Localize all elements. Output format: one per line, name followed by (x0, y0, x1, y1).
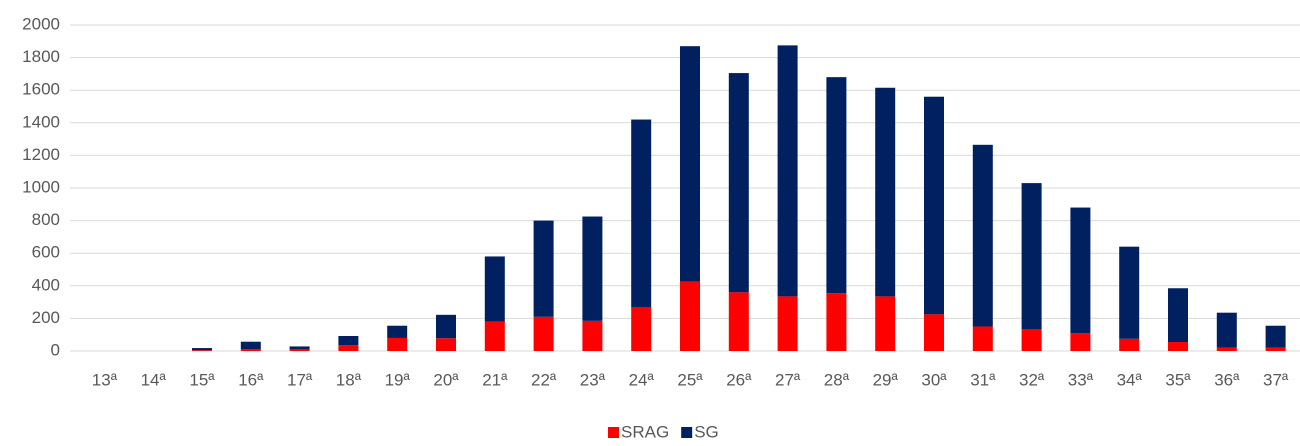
x-tick-label: 29ª (873, 370, 899, 389)
bar-segment (1021, 183, 1042, 329)
x-tick-label: 37ª (1263, 370, 1289, 389)
bar-segment (631, 119, 652, 307)
bar-segment (972, 326, 993, 351)
bar-segment (484, 256, 505, 322)
bar-segment (533, 316, 554, 351)
bar-segment (875, 296, 896, 351)
x-tick-label: 34ª (1117, 370, 1143, 389)
bar-segment (192, 350, 212, 351)
legend-swatch (681, 427, 693, 438)
y-tick-label: 1800 (22, 47, 60, 66)
x-tick-label: 35ª (1165, 370, 1191, 389)
bar-segment (240, 341, 261, 350)
bar-segment (777, 45, 798, 297)
bar-segment (192, 348, 212, 351)
bar-segment (582, 216, 603, 321)
bar-segment (484, 321, 505, 351)
bar-segment (289, 346, 310, 350)
bar-segment (1216, 312, 1237, 348)
x-tick-label: 18ª (336, 370, 362, 389)
bar-segment (1021, 328, 1042, 351)
bar-segment (631, 306, 652, 351)
bar-segment (1265, 325, 1286, 348)
bar-segment (436, 338, 456, 351)
x-tick-label: 17ª (287, 370, 313, 389)
x-tick-label: 27ª (775, 370, 801, 389)
bar-segment (728, 73, 749, 293)
x-tick-label: 31ª (970, 370, 996, 389)
bar-segment (924, 314, 944, 351)
x-tick-label: 20ª (433, 370, 459, 389)
x-tick-label: 36ª (1214, 370, 1240, 389)
bar-segment (1265, 347, 1286, 351)
x-tick-label: 16ª (238, 370, 264, 389)
legend-label: SRAG (621, 422, 669, 441)
bar-segment (1070, 207, 1091, 334)
bar-segment (972, 144, 993, 327)
x-tick-label: 33ª (1068, 370, 1094, 389)
bar-segment (826, 293, 847, 351)
legend-label: SG (694, 422, 719, 441)
bar-segment (338, 336, 359, 346)
bar-segment (875, 87, 896, 297)
x-tick-label: 26ª (726, 370, 752, 389)
x-tick-label: 19ª (385, 370, 411, 389)
y-tick-label: 1600 (22, 80, 60, 99)
y-tick-label: 600 (32, 243, 60, 262)
bar-segment (1070, 333, 1091, 351)
x-tick-label: 30ª (921, 370, 947, 389)
bar-segment (1216, 347, 1237, 351)
bar-segment (240, 349, 261, 351)
bar-segment (338, 345, 359, 351)
bar-segment (387, 337, 408, 351)
y-tick-label: 800 (32, 210, 60, 229)
bar-segment (826, 77, 847, 294)
bar-segment (777, 296, 798, 351)
y-tick-label: 200 (32, 308, 60, 327)
bar-segment (436, 314, 456, 339)
y-tick-label: 2000 (22, 14, 60, 33)
y-tick-label: 0 (51, 340, 60, 359)
bar-segment (387, 325, 408, 338)
bar-segment (1119, 338, 1140, 351)
x-tick-label: 15ª (189, 370, 215, 389)
bar-segment (1119, 246, 1140, 339)
bar-segment (289, 349, 310, 351)
x-tick-label: 22ª (531, 370, 557, 389)
x-tick-label: 24ª (629, 370, 655, 389)
bar-segment (533, 220, 554, 317)
x-tick-label: 13ª (92, 370, 118, 389)
bar-segment (728, 292, 749, 351)
bar-segment (1168, 342, 1188, 351)
bar-segment (680, 281, 700, 351)
x-tick-label: 23ª (580, 370, 606, 389)
x-tick-label: 28ª (824, 370, 850, 389)
x-tick-label: 14ª (141, 370, 167, 389)
bar-segment (924, 96, 944, 315)
bar-segment (1168, 288, 1188, 343)
y-tick-label: 1400 (22, 112, 60, 131)
x-tick-label: 32ª (1019, 370, 1045, 389)
y-tick-label: 400 (32, 275, 60, 294)
bar-segment (680, 46, 700, 282)
bar-segment (582, 320, 603, 351)
y-tick-label: 1000 (22, 177, 60, 196)
legend-swatch (608, 427, 619, 438)
x-tick-label: 21ª (482, 370, 508, 389)
y-tick-label: 1200 (22, 145, 60, 164)
x-tick-label: 25ª (677, 370, 703, 389)
